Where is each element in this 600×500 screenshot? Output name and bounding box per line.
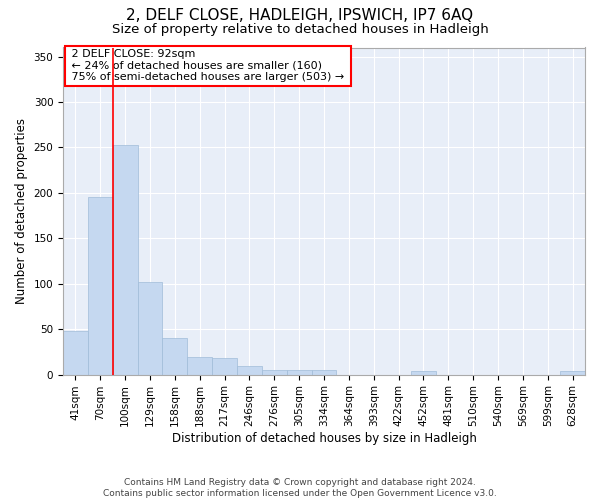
Text: 2, DELF CLOSE, HADLEIGH, IPSWICH, IP7 6AQ: 2, DELF CLOSE, HADLEIGH, IPSWICH, IP7 6A… [127, 8, 473, 22]
Bar [237, 366, 262, 374]
Bar [63, 331, 88, 374]
Bar [187, 358, 212, 374]
Text: Size of property relative to detached houses in Hadleigh: Size of property relative to detached ho… [112, 22, 488, 36]
Bar [560, 371, 585, 374]
Text: Contains HM Land Registry data © Crown copyright and database right 2024.
Contai: Contains HM Land Registry data © Crown c… [103, 478, 497, 498]
Text: 2 DELF CLOSE: 92sqm
 ← 24% of detached houses are smaller (160)
 75% of semi-det: 2 DELF CLOSE: 92sqm ← 24% of detached ho… [68, 49, 348, 82]
Y-axis label: Number of detached properties: Number of detached properties [15, 118, 28, 304]
Bar [163, 338, 187, 374]
Bar [311, 370, 337, 374]
Bar [137, 282, 163, 374]
Bar [411, 371, 436, 374]
Bar [88, 196, 113, 374]
Bar [262, 370, 287, 374]
Bar [287, 370, 311, 374]
Bar [212, 358, 237, 374]
X-axis label: Distribution of detached houses by size in Hadleigh: Distribution of detached houses by size … [172, 432, 476, 445]
Bar [113, 144, 137, 374]
